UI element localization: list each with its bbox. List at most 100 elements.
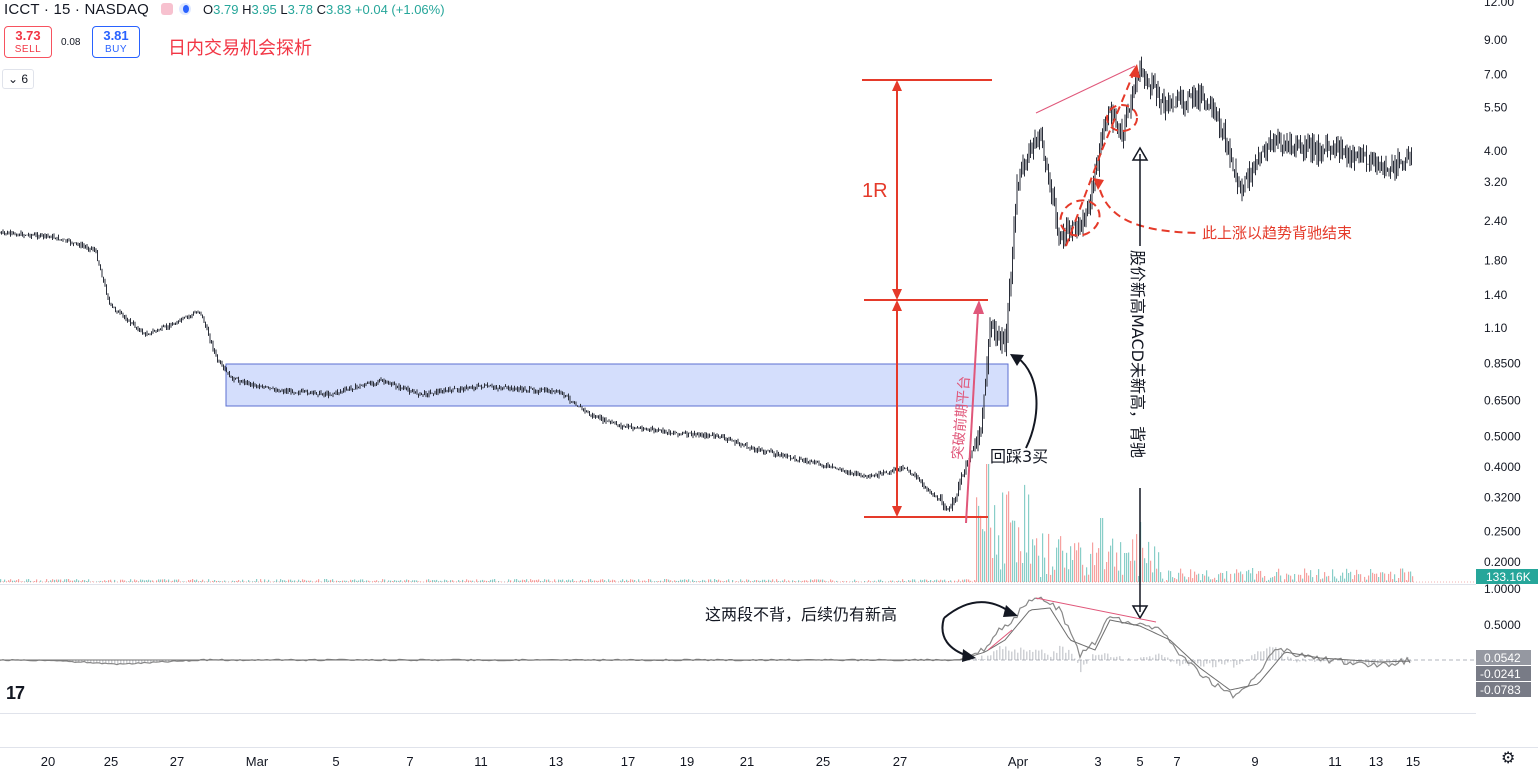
gear-icon[interactable]: ⚙: [1501, 750, 1516, 767]
volume-bar: [1098, 548, 1100, 582]
macd-histogram-bar: [1065, 652, 1067, 660]
volume-bar: [954, 580, 956, 582]
volume-bar: [1166, 580, 1168, 582]
volume-bar: [316, 580, 318, 582]
volume-bar: [580, 580, 582, 582]
volume-bar: [286, 581, 288, 582]
macd-histogram-bar: [1002, 649, 1004, 660]
time-tick-label: 25: [816, 754, 830, 769]
volume-bar: [1402, 568, 1404, 582]
volume-bar: [1116, 552, 1118, 582]
volume-bar: [1034, 545, 1036, 582]
volume-bar: [1246, 571, 1248, 582]
buy-button[interactable]: 3.81 BUY: [92, 26, 140, 58]
volume-bar: [1276, 572, 1278, 582]
volume-bar: [1268, 579, 1270, 582]
volume-bar: [456, 581, 458, 582]
time-tick-label: 7: [406, 754, 413, 769]
flag-icon[interactable]: [161, 3, 174, 15]
volume-bar: [294, 580, 296, 582]
volume-bar: [686, 579, 688, 582]
volume-bar: [570, 580, 572, 582]
volume-bar: [766, 580, 768, 582]
volume-bar: [290, 579, 292, 582]
macd-histogram-bar: [1224, 660, 1226, 665]
macd-histogram-bar: [990, 655, 992, 660]
volume-bar: [132, 581, 134, 582]
macd-histogram-bar: [1302, 658, 1304, 660]
price-tick-label: 1.10: [1484, 321, 1508, 335]
tradingview-logo[interactable]: 17: [6, 683, 25, 703]
volume-bar: [1248, 569, 1250, 582]
volume-bar: [1300, 574, 1302, 582]
market-hours-icon[interactable]: [179, 3, 192, 15]
volume-bar: [564, 581, 566, 582]
volume-bar: [350, 579, 352, 582]
macd-histogram-bar: [1173, 660, 1175, 662]
macd-histogram-bar: [1161, 654, 1163, 660]
new-high-label: 股价新高MACD未新高，背驰: [1128, 250, 1147, 458]
volume-bar: [846, 581, 848, 582]
volume-bar: [1172, 577, 1174, 582]
volume-bar: [362, 579, 364, 582]
macd-histogram-bar: [981, 655, 983, 660]
volume-bar: [82, 580, 84, 582]
volume-bar: [820, 579, 822, 582]
buy-label: BUY: [104, 44, 128, 55]
volume-bar: [1024, 484, 1026, 582]
volume-bar: [1084, 575, 1086, 582]
volume-bar: [378, 581, 380, 582]
macd-histogram-bar: [1059, 645, 1061, 660]
volume-bar: [426, 579, 428, 582]
volume-bar: [816, 579, 818, 582]
volume-bar: [1290, 575, 1292, 582]
volume-bar: [1230, 573, 1232, 582]
volume-bar: [668, 579, 670, 582]
volume-bar: [1186, 579, 1188, 582]
volume-bar: [1386, 580, 1388, 582]
volume-bar: [194, 580, 196, 582]
volume-bar: [634, 580, 636, 582]
trend-arrow-head-top: [1129, 64, 1140, 78]
volume-bar: [382, 579, 384, 582]
indicator-toggle[interactable]: ⌄ 6: [2, 69, 35, 89]
macd-histogram-bar: [1164, 657, 1166, 660]
volume-bar: [164, 579, 166, 582]
volume-bar: [1372, 572, 1374, 582]
time-tick-label: 13: [1369, 754, 1383, 769]
macd-histogram-bar: [1170, 660, 1172, 663]
volume-bar: [554, 579, 556, 582]
volume-bar: [354, 579, 356, 582]
volume-bar: [1092, 542, 1094, 582]
volume-bar: [1054, 569, 1056, 582]
volume-bar: [982, 529, 984, 582]
volume-label-box: [1476, 569, 1538, 584]
volume-bar: [1368, 575, 1370, 582]
volume-bar: [900, 581, 902, 582]
volume-bar: [632, 579, 634, 582]
volume-bar: [1046, 574, 1048, 582]
volume-bar: [934, 580, 936, 582]
macd-histogram-bar: [975, 658, 977, 660]
volume-bar: [1160, 572, 1162, 582]
volume-bar: [396, 580, 398, 582]
symbol-title[interactable]: ICCT · 15 · NASDAQ: [4, 1, 150, 18]
sell-button[interactable]: 3.73 SELL: [4, 26, 52, 58]
volume-bar: [1310, 570, 1312, 582]
macd-histogram-bar: [1215, 660, 1217, 668]
volume-bar: [8, 580, 10, 582]
volume-bar: [1340, 575, 1342, 582]
volume-bar: [1354, 575, 1356, 582]
macd-histogram-bar: [1032, 651, 1034, 660]
macd-histogram-bar: [156, 660, 158, 662]
macd-histogram-bar: [1077, 660, 1079, 663]
macd-histogram-bar: [1230, 660, 1232, 662]
volume-bar: [492, 579, 494, 582]
macd-histogram-bar: [1275, 647, 1277, 660]
volume-bar: [1190, 569, 1192, 582]
macd-histogram-bar: [1239, 660, 1241, 665]
volume-bar: [1066, 552, 1068, 582]
volume-bar: [282, 580, 284, 582]
macd-histogram-bar: [1008, 650, 1010, 660]
